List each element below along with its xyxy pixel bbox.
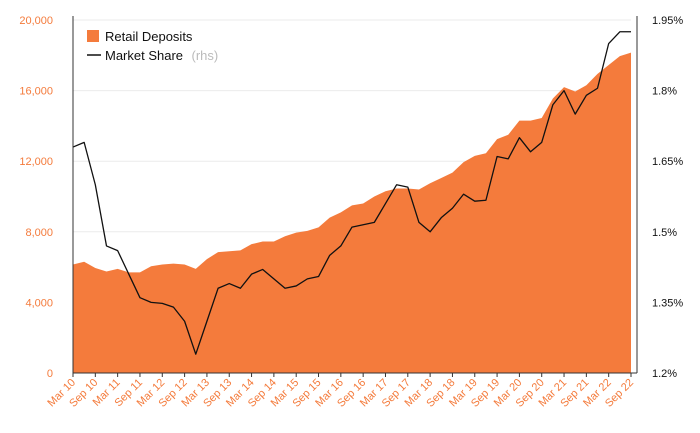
right-tick-label: 1.95% [652, 15, 683, 27]
right-tick-label: 1.5% [652, 227, 677, 239]
right-axis-tick-labels: 1.2% 1.35% 1.5% 1.65% 1.8% 1.95% [652, 15, 683, 380]
left-tick-label: 4,000 [25, 297, 53, 309]
legend-swatch-retail-deposits [87, 30, 99, 42]
right-tick-label: 1.65% [652, 156, 683, 168]
right-tick-label: 1.2% [652, 368, 677, 380]
right-tick-label: 1.35% [652, 297, 683, 309]
legend-label-market-share-name: Market Share [105, 48, 183, 63]
legend-label-market-share-suffix: (rhs) [192, 48, 219, 63]
legend-label-retail-deposits: Retail Deposits [105, 29, 193, 44]
left-tick-label: 0 [47, 368, 53, 380]
left-tick-label: 12,000 [19, 156, 53, 168]
retail-deposits-area-layer [73, 52, 631, 374]
left-tick-label: 8,000 [25, 227, 53, 239]
axes [72, 16, 638, 374]
left-tick-label: 20,000 [19, 15, 53, 27]
retail-deposits-area [73, 52, 631, 374]
left-axis-tick-labels: 0 4,000 8,000 12,000 16,000 20,000 [19, 15, 53, 380]
right-tick-label: 1.8% [652, 86, 677, 98]
market-share-line-layer [72, 31, 631, 355]
left-tick-label: 16,000 [19, 86, 53, 98]
legend: Retail Deposits Market Share (rhs) [87, 29, 218, 64]
market-share-line [72, 31, 631, 355]
legend-label-market-share: Market Share (rhs) [105, 47, 218, 64]
